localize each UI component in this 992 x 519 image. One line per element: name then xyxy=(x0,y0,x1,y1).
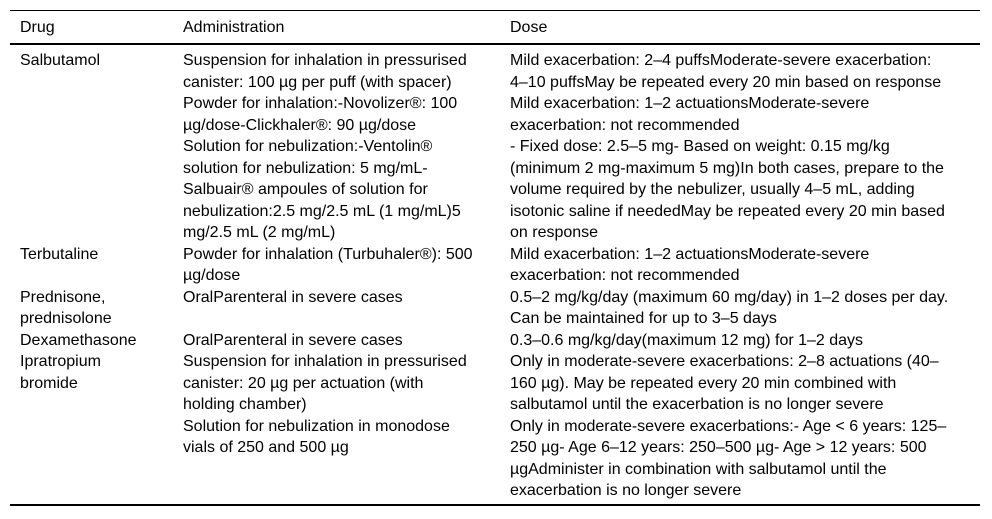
administration-cell: Powder for inhalation:-Novolizer®: 100 µ… xyxy=(183,95,458,134)
administration-cell: OralParenteral in severe cases xyxy=(183,288,403,306)
dose-cell: Mild exacerbation: 1–2 actuationsModerat… xyxy=(510,245,870,285)
administration-cell: Powder for inhalation (Turbuhaler®): 500… xyxy=(183,245,473,285)
administration-cell: Solution for nebulization in monodose vi… xyxy=(183,417,450,457)
administration-cell: OralParenteral in severe cases xyxy=(183,331,403,349)
drug-dosage-table: Drug Administration Dose Salbutamol Susp… xyxy=(10,10,980,506)
entry-row: Suspension for inhalation in pressurised… xyxy=(173,351,980,416)
dose-cell: Only in moderate-severe exacerbations:- … xyxy=(510,417,947,500)
drug-cell: Salbutamol xyxy=(20,52,101,69)
dose-cell: Mild exacerbation: 2–4 puffsModerate-sev… xyxy=(510,52,942,91)
table-row-terbutaline: Terbutaline Powder for inhalation (Turbu… xyxy=(10,244,980,287)
dose-cell: Only in moderate-severe exacerbations: 2… xyxy=(510,353,939,413)
drug-cell: Terbutaline xyxy=(20,245,99,263)
dose-cell: 0.3–0.6 mg/kg/day(maximum 12 mg) for 1–2… xyxy=(510,331,864,349)
table-body: Salbutamol Suspension for inhalation in … xyxy=(10,45,980,504)
drug-cell: Dexamethasone xyxy=(20,331,137,349)
table-row-ipratropium-bromide: Ipratropium bromide Suspension for inhal… xyxy=(10,351,980,502)
column-header-drug: Drug xyxy=(20,18,55,36)
column-header-dose: Dose xyxy=(510,18,548,36)
column-header-administration: Administration xyxy=(183,18,285,36)
entry-row: OralParenteral in severe cases 0.5–2 mg/… xyxy=(173,287,980,330)
drug-cell: Prednisone, prednisolone xyxy=(20,288,112,328)
administration-cell: Solution for nebulization:-Ventolin® sol… xyxy=(183,138,461,241)
entry-row: Suspension for inhalation in pressurised… xyxy=(173,50,980,93)
administration-cell: Suspension for inhalation in pressurised… xyxy=(183,353,467,413)
dose-cell: 0.5–2 mg/kg/day (maximum 60 mg/day) in 1… xyxy=(510,288,949,328)
dose-cell: Mild exacerbation: 1–2 actuationsModerat… xyxy=(510,95,870,134)
table-row-salbutamol: Salbutamol Suspension for inhalation in … xyxy=(10,50,980,244)
entry-row: Solution for nebulization in monodose vi… xyxy=(173,416,980,502)
table-row-prednisone-prednisolone: Prednisone, prednisolone OralParenteral … xyxy=(10,287,980,330)
table-header-row: Drug Administration Dose xyxy=(10,11,980,45)
dose-cell: - Fixed dose: 2.5–5 mg- Based on weight:… xyxy=(510,138,945,241)
entry-row: Powder for inhalation (Turbuhaler®): 500… xyxy=(173,244,980,287)
entry-row: Powder for inhalation:-Novolizer®: 100 µ… xyxy=(173,93,980,136)
entry-row: Solution for nebulization:-Ventolin® sol… xyxy=(173,136,980,244)
table-row-dexamethasone: Dexamethasone OralParenteral in severe c… xyxy=(10,330,980,352)
drug-cell: Ipratropium bromide xyxy=(20,353,101,392)
entry-row: OralParenteral in severe cases 0.3–0.6 m… xyxy=(173,330,980,352)
administration-cell: Suspension for inhalation in pressurised… xyxy=(183,52,467,91)
